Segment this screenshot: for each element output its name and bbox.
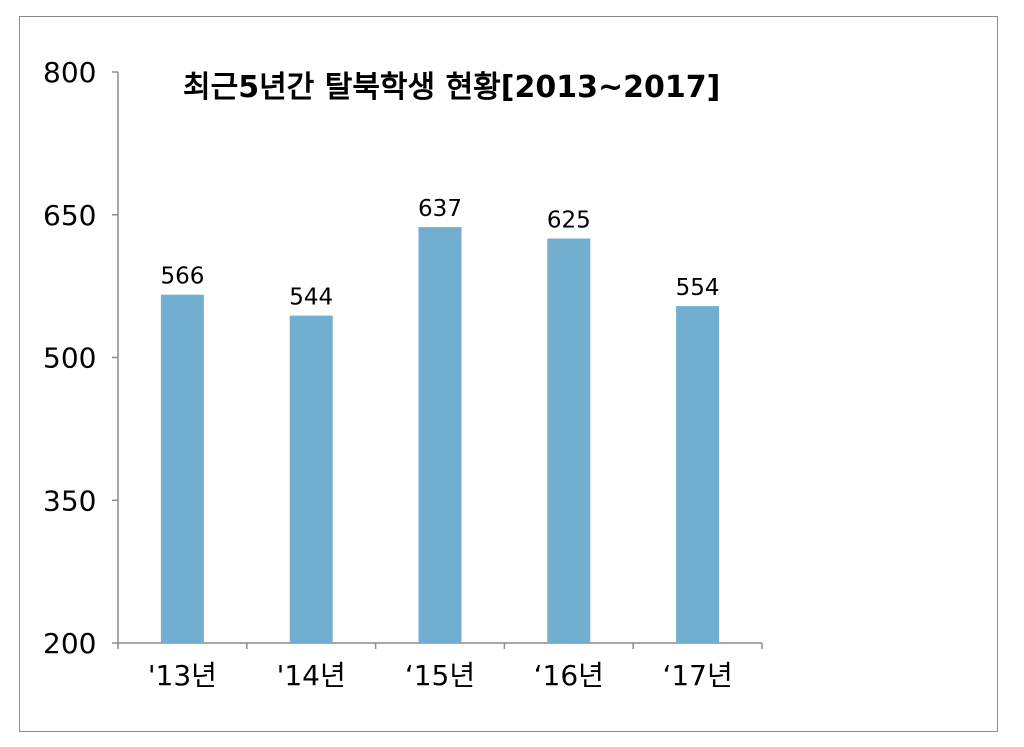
data-label: 637 (418, 196, 462, 222)
data-label: 544 (289, 285, 333, 311)
y-axis-ticks: 200 350 500 650 800 (43, 56, 118, 660)
x-category-label: ‘15년 (405, 659, 475, 692)
chart-title: 최근5년간 탈북학생 현황[2013~2017] (183, 70, 720, 105)
y-tick-label: 800 (43, 56, 96, 89)
x-category-label: ‘17년 (662, 659, 732, 692)
bars (160, 227, 720, 643)
bar (547, 238, 591, 643)
bar (418, 227, 462, 643)
y-tick-label: 200 (43, 627, 96, 660)
bar (160, 294, 204, 643)
data-label: 554 (676, 275, 720, 301)
data-label: 625 (547, 208, 591, 234)
bar (676, 306, 720, 643)
x-category-label: '14년 (277, 659, 346, 692)
x-category-label: ‘16년 (534, 659, 604, 692)
x-axis-categories: '13년 '14년 ‘15년 ‘16년 ‘17년 (148, 659, 733, 692)
y-tick-label: 350 (43, 484, 96, 517)
data-labels: 566 544 637 625 554 (160, 196, 719, 311)
y-tick-label: 500 (43, 342, 96, 375)
x-category-label: '13년 (148, 659, 217, 692)
data-label: 566 (160, 264, 204, 290)
y-tick-label: 650 (43, 199, 96, 232)
bar (289, 315, 333, 643)
